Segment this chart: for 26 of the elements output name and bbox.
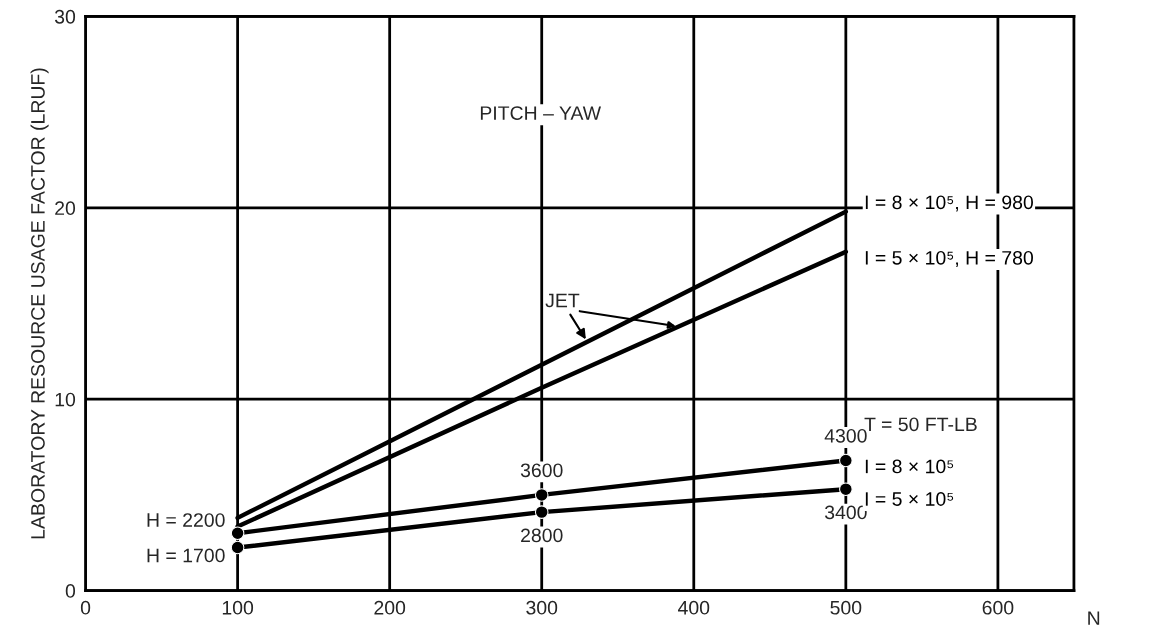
annotation: 3600 <box>520 463 563 478</box>
x-tick-label: 0 <box>80 600 91 615</box>
annotation: JET <box>545 293 580 308</box>
y-tick-label: 30 <box>54 9 76 24</box>
annotation: 2800 <box>521 528 563 543</box>
series-label: I = 8 × 10⁵ <box>865 459 954 474</box>
y-tick-label: 20 <box>55 201 76 216</box>
y-tick-label: 0 <box>65 584 76 598</box>
x-tick-label: 400 <box>678 600 710 615</box>
annotation: H = 1700 <box>147 548 225 563</box>
annotation: T = 50 FT-LB <box>864 417 977 432</box>
x-axis-title: N <box>1088 611 1100 625</box>
x-tick-label: 200 <box>374 600 406 615</box>
x-tick-label: 600 <box>982 600 1014 615</box>
y-tick-label: 10 <box>55 392 76 407</box>
y-axis-title: LABORATORY RESOURCE USAGE FACTOR (LRUF) <box>30 68 49 539</box>
series-label: I = 8 × 10⁵, H = 980 <box>865 195 1033 212</box>
series-label: I = 5 × 10⁵ <box>865 492 954 506</box>
annotation: H = 2200 <box>147 513 225 527</box>
annotation: 4300 <box>824 428 867 443</box>
x-tick-label: 100 <box>222 600 254 615</box>
x-tick-label: 300 <box>526 600 558 615</box>
series-label: I = 5 × 10⁵, H = 780 <box>865 250 1033 267</box>
annotation: PITCH – YAW <box>480 106 601 120</box>
annotation: 3400 <box>824 505 867 520</box>
x-tick-label: 500 <box>830 600 862 615</box>
